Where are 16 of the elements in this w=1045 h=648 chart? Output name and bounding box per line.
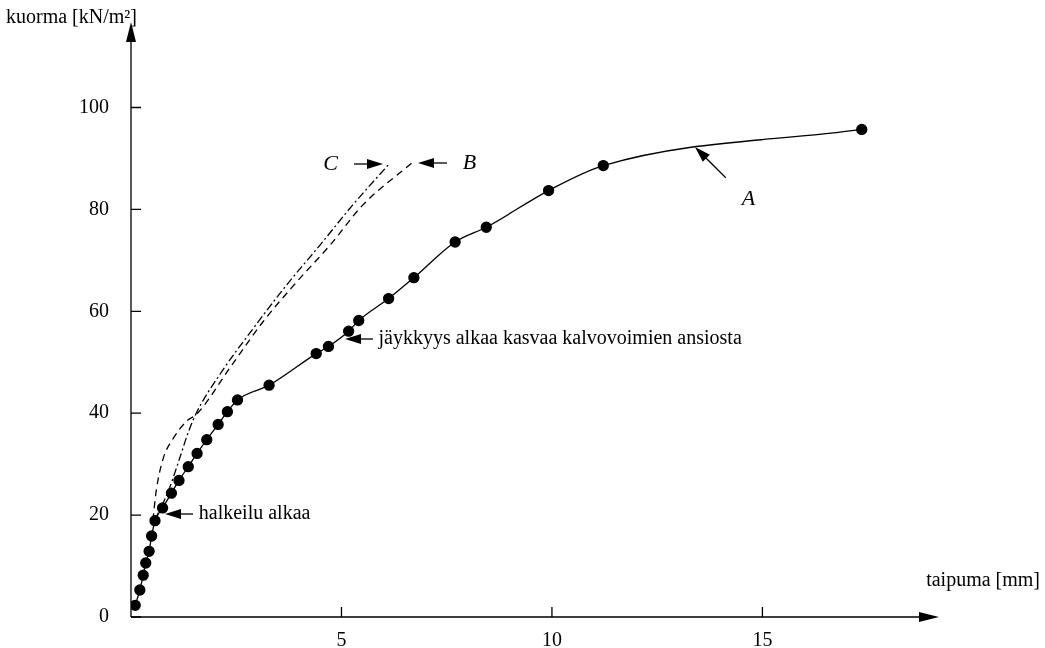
x-tick-label: 5: [336, 628, 347, 648]
y-tick-label: 40: [89, 400, 109, 423]
annotation: C: [323, 149, 339, 175]
annotation: jäykkyys alkaa kasvaa kalvovoimien ansiosta: [377, 326, 742, 350]
annotation: halkeilu alkaa: [198, 501, 311, 524]
annotation: B: [462, 148, 477, 174]
y-tick-label: 60: [89, 298, 109, 321]
x-tick-label: 15: [752, 628, 773, 648]
annotation: A: [739, 184, 756, 210]
y-tick-label: 100: [79, 94, 109, 117]
x-axis-title: taipuma [mm]: [926, 568, 1040, 592]
x-tick-label: 10: [541, 628, 562, 648]
y-tick-label: 80: [89, 196, 109, 219]
y-axis-title: kuorma [kN/m²]: [6, 5, 137, 28]
y-tick-label: 0: [99, 604, 109, 627]
y-tick-label: 20: [89, 502, 109, 525]
